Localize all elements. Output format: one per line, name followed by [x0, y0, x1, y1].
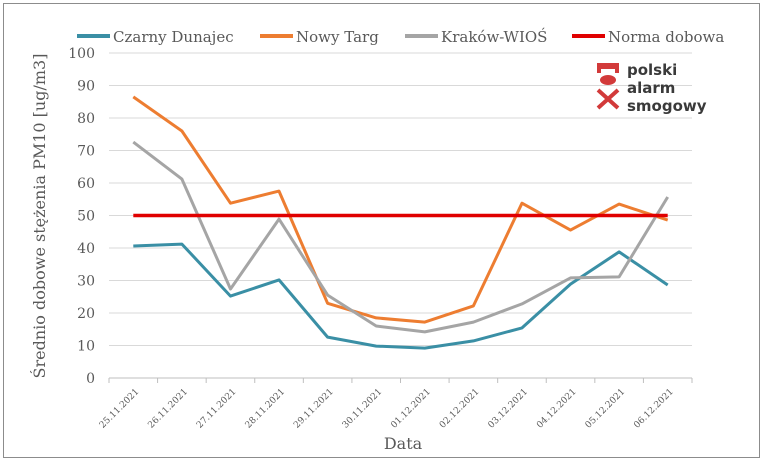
y-tick-label: 80 — [77, 111, 95, 127]
y-tick-label: 20 — [77, 306, 95, 322]
series-line-czarny-dunajec — [133, 242, 669, 350]
y-tick-label: 30 — [77, 274, 95, 290]
logo-text-2: alarm — [627, 79, 675, 97]
x-axis-label: Data — [384, 434, 423, 453]
x-tick-label: 27.11.2021 — [195, 387, 239, 431]
y-tick-label: 10 — [77, 339, 95, 355]
x-tick-label: 05.12.2021 — [584, 387, 628, 431]
logo-text-3: smogowy — [627, 97, 707, 115]
y-tick-label: 40 — [77, 241, 95, 257]
x-tick-label: 29.11.2021 — [292, 387, 336, 431]
legend-label: Norma dobowa — [608, 28, 724, 46]
x-tick-label: 01.12.2021 — [389, 387, 433, 431]
x-tick-label: 30.11.2021 — [341, 387, 385, 431]
legend-label: Kraków-WIOŚ — [441, 28, 547, 46]
x-tick-label: 25.11.2021 — [98, 387, 142, 431]
series-line-krak-w-wio- — [132, 140, 669, 334]
y-tick-label: 100 — [68, 46, 95, 62]
x-tick-label: 04.12.2021 — [535, 387, 579, 431]
y-axis-label: Średnio dobowe stężenia PM10 [ug/m3] — [29, 54, 49, 379]
logo-mask-icon — [596, 63, 620, 110]
logo-text-1: polski — [627, 61, 677, 79]
y-tick-label: 90 — [77, 79, 95, 95]
y-tick-label: 50 — [77, 209, 95, 225]
x-tick-label: 03.12.2021 — [487, 387, 531, 431]
y-tick-label: 0 — [86, 371, 95, 387]
polski-alarm-smogowy-logo: polski alarm smogowy — [596, 61, 707, 115]
chart-frame — [3, 3, 760, 458]
series-line-nowy-targ — [132, 95, 669, 324]
legend-label: Czarny Dunajec — [113, 28, 234, 46]
x-tick-label: 02.12.2021 — [438, 387, 482, 431]
x-tick-label: 28.11.2021 — [244, 387, 288, 431]
y-tick-label: 70 — [77, 144, 95, 160]
y-tick-label: 60 — [77, 176, 95, 192]
x-tick-label: 06.12.2021 — [632, 387, 676, 431]
legend-label: Nowy Targ — [296, 28, 379, 46]
x-tick-label: 26.11.2021 — [146, 387, 190, 431]
